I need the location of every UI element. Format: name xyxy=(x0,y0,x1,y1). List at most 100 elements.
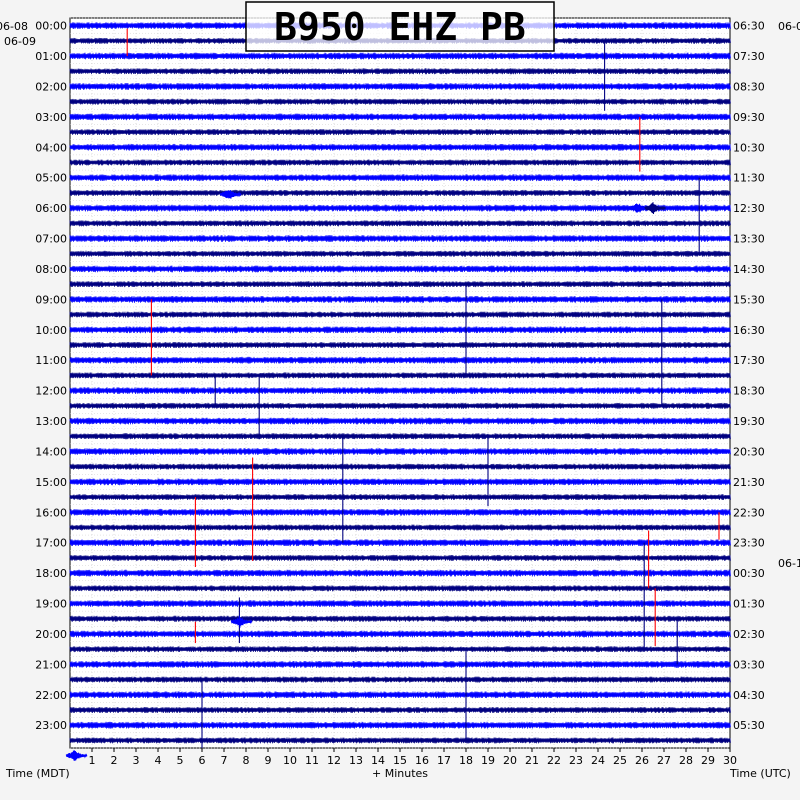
left-time-label: 02:00 xyxy=(35,80,67,93)
left-time-label: 15:00 xyxy=(35,476,67,489)
right-time-label: 23:30 xyxy=(733,537,765,550)
seismic-trace xyxy=(69,189,731,196)
seismic-trace xyxy=(69,524,731,531)
x-tick-label: 17 xyxy=(437,754,451,767)
right-time-label: 17:30 xyxy=(733,354,765,367)
x-tick-label: 27 xyxy=(657,754,671,767)
seismic-trace xyxy=(69,402,731,409)
right-date-label: 06-1 xyxy=(778,557,800,570)
seismic-trace xyxy=(69,220,731,227)
seismic-trace xyxy=(69,600,731,607)
right-time-label: 07:30 xyxy=(733,50,765,63)
seismic-trace xyxy=(69,326,731,334)
seismic-trace xyxy=(69,129,731,136)
trace-layer xyxy=(69,22,731,744)
seismic-burst xyxy=(230,615,253,628)
left-time-label: 06:00 xyxy=(35,202,67,215)
right-time-label: 11:30 xyxy=(733,172,765,185)
seismic-trace xyxy=(69,417,731,425)
seismic-trace xyxy=(69,387,731,395)
x-tick-layer: 1 2 3 4 5 6 7 8 9 10 11 12 13 14 15 16 17 18 19 20 21 22 23 24 2… xyxy=(89,748,737,767)
seismic-trace xyxy=(69,82,731,90)
left-time-label: 09:00 xyxy=(35,293,67,306)
x-tick-label: 23 xyxy=(569,754,583,767)
x-tick-label: 22 xyxy=(547,754,561,767)
seismic-trace xyxy=(69,311,731,318)
right-time-labels: 06:30 07:30 08:30 09:30 10:30 11:30 12:30 13:30… xyxy=(733,20,765,733)
seismic-trace xyxy=(69,463,731,470)
seismic-trace xyxy=(69,52,731,60)
left-time-label: 14:00 xyxy=(35,445,67,458)
seismic-trace xyxy=(69,508,731,516)
right-time-label: 15:30 xyxy=(733,293,765,306)
left-time-label: 22:00 xyxy=(35,689,67,702)
seismic-trace xyxy=(69,539,731,547)
seismic-trace xyxy=(69,356,731,364)
left-time-label: 16:00 xyxy=(35,506,67,519)
seismic-trace xyxy=(69,676,731,683)
x-tick-label: 10 xyxy=(283,754,297,767)
seismic-trace xyxy=(69,447,731,455)
seismic-burst xyxy=(219,190,242,199)
left-date-label: 06-08 xyxy=(0,20,28,33)
left-time-label: 18:00 xyxy=(35,567,67,580)
x-tick-label: 25 xyxy=(613,754,627,767)
x-tick-label: 9 xyxy=(265,754,272,767)
seismic-burst xyxy=(65,750,88,761)
right-time-label: 04:30 xyxy=(733,689,765,702)
x-tick-label: 14 xyxy=(371,754,385,767)
x-tick-label: 2 xyxy=(111,754,118,767)
left-time-label: 20:00 xyxy=(35,628,67,641)
seismic-trace xyxy=(69,174,731,182)
x-tick-label: 24 xyxy=(591,754,605,767)
seismic-burst xyxy=(644,202,666,215)
left-time-label: 00:00 xyxy=(35,20,67,33)
seismic-trace xyxy=(69,113,731,121)
right-time-label: 19:30 xyxy=(733,415,765,428)
x-tick-label: 4 xyxy=(155,754,162,767)
seismic-trace xyxy=(69,646,731,653)
event-layer xyxy=(65,28,720,761)
seismic-trace xyxy=(69,691,731,699)
left-time-label: 01:00 xyxy=(35,50,67,63)
x-tick-label: 6 xyxy=(199,754,206,767)
x-tick-label: 26 xyxy=(635,754,649,767)
seismic-trace xyxy=(69,433,731,440)
grid-layer xyxy=(70,17,730,749)
left-time-label: 05:00 xyxy=(35,172,67,185)
right-time-label: 06:30 xyxy=(733,20,765,33)
x-tick-label: 13 xyxy=(349,754,363,767)
x-tick-label: 11 xyxy=(305,754,319,767)
x-tick-label: 7 xyxy=(221,754,228,767)
seismic-trace xyxy=(69,706,731,714)
left-time-label: 03:00 xyxy=(35,111,67,124)
left-time-label: 23:00 xyxy=(35,719,67,732)
right-time-label: 09:30 xyxy=(733,111,765,124)
x-tick-label: 19 xyxy=(481,754,495,767)
seismic-trace xyxy=(69,143,731,151)
seismic-trace xyxy=(69,494,731,501)
left-time-label: 21:00 xyxy=(35,658,67,671)
left-time-label: 12:00 xyxy=(35,385,67,398)
seismic-trace xyxy=(69,98,731,105)
x-tick-label: 12 xyxy=(327,754,341,767)
title-box xyxy=(245,1,555,52)
x-tick-label: 20 xyxy=(503,754,517,767)
left-time-label: 08:00 xyxy=(35,263,67,276)
seismic-trace xyxy=(69,281,731,288)
x-tick-label: 29 xyxy=(701,754,715,767)
left-date-label: 06-09 xyxy=(4,35,36,48)
seismic-trace xyxy=(69,478,731,486)
x-tick-label: 3 xyxy=(133,754,140,767)
right-time-label: 20:30 xyxy=(733,445,765,458)
right-time-label: 10:30 xyxy=(733,141,765,154)
right-time-label: 21:30 xyxy=(733,476,765,489)
seismic-trace xyxy=(69,250,731,257)
seismic-trace xyxy=(69,630,731,638)
x-tick-label: 1 xyxy=(89,754,96,767)
seismic-trace xyxy=(69,235,731,242)
seismic-trace xyxy=(69,341,731,349)
left-time-label: 04:00 xyxy=(35,141,67,154)
left-time-label: 11:00 xyxy=(35,354,67,367)
